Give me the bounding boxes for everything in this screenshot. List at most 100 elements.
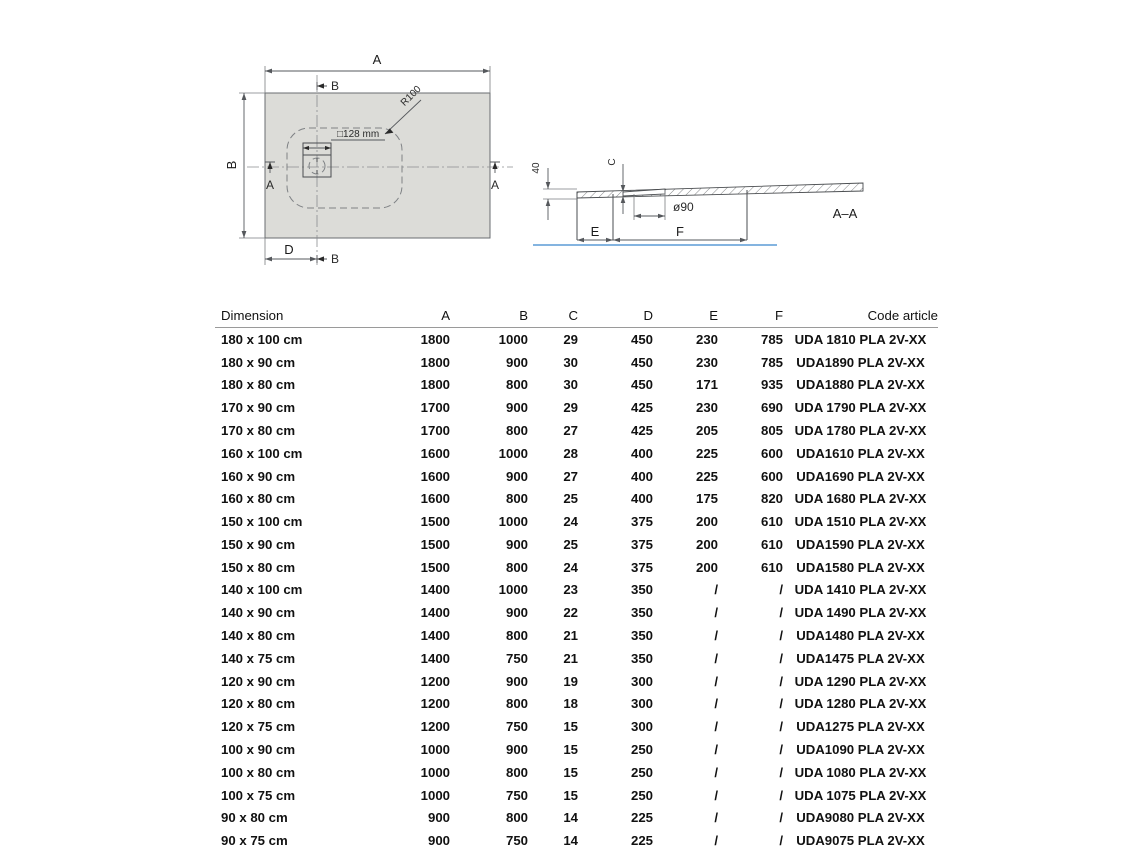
cell-f: / xyxy=(779,628,783,644)
cell-f: 600 xyxy=(760,445,783,461)
cell-e: / xyxy=(714,764,718,780)
cell-c: 29 xyxy=(563,331,578,347)
cell-code: UDA 1680 PLA 2V-XX xyxy=(794,491,927,507)
cell-e: / xyxy=(714,810,718,826)
section-label-c: C xyxy=(607,158,618,165)
cell-code: UDA1690 PLA 2V-XX xyxy=(796,468,925,484)
plan-section-label-a-left: A xyxy=(266,178,274,192)
arrow-a-left xyxy=(265,68,272,74)
table-row: 100 x 75 cm 1000 750 15 250 / / UDA 1075 PLA 2V… xyxy=(215,784,938,807)
cell-f: / xyxy=(779,673,783,689)
table-row: 150 x 90 cm 1500 900 25 375 200 610 UDA1590 PLA… xyxy=(215,533,938,556)
cell-f: 610 xyxy=(760,514,783,530)
table-row: 90 x 75 cm 900 750 14 225 / / UDA9075 PLA 2V-XX xyxy=(215,829,938,852)
cell-e: 200 xyxy=(695,514,718,530)
arrow-b-bottom xyxy=(241,231,247,238)
cell-f: / xyxy=(779,787,783,803)
cell-a: 1200 xyxy=(420,696,450,712)
cell-a: 1600 xyxy=(420,445,450,461)
cell-b: 900 xyxy=(505,741,528,757)
cell-f: 820 xyxy=(760,491,783,507)
cell-c: 25 xyxy=(563,491,578,507)
cell-a: 1500 xyxy=(420,559,450,575)
cell-b: 800 xyxy=(505,423,528,439)
cell-d: 375 xyxy=(630,514,653,530)
cell-c: 27 xyxy=(563,423,578,439)
technical-drawing-area: A B A A B xyxy=(0,0,1145,300)
table-row: 120 x 90 cm 1200 900 19 300 / / UDA 1290 PLA 2V… xyxy=(215,670,938,693)
arrow-a-right xyxy=(483,68,490,74)
cell-d: 300 xyxy=(630,673,653,689)
cell-dimension: 100 x 90 cm xyxy=(221,741,296,757)
cell-b: 900 xyxy=(505,354,528,370)
cell-a: 1700 xyxy=(420,400,450,416)
cell-c: 15 xyxy=(563,764,578,780)
table-row: 170 x 90 cm 1700 900 29 425 230 690 UDA 1790 PL… xyxy=(215,396,938,419)
plan-label-b: B xyxy=(225,161,239,170)
cell-c: 28 xyxy=(563,445,578,461)
table-header-row: Dimension A B C D E F Code article xyxy=(215,306,938,328)
cell-code: UDA1580 PLA 2V-XX xyxy=(796,559,925,575)
cell-b: 900 xyxy=(505,400,528,416)
cell-b: 800 xyxy=(505,764,528,780)
table-row: 150 x 100 cm 1500 1000 24 375 200 610 UDA 1510 … xyxy=(215,510,938,533)
cell-e: / xyxy=(714,696,718,712)
cell-b: 1000 xyxy=(498,514,528,530)
arrow-e-right xyxy=(606,237,613,243)
cell-a: 1800 xyxy=(420,331,450,347)
cell-c: 30 xyxy=(563,354,578,370)
table-body: 180 x 100 cm 1800 1000 29 450 230 785 UDA 1810 … xyxy=(215,328,938,852)
cell-d: 400 xyxy=(630,491,653,507)
cell-a: 900 xyxy=(427,810,450,826)
plan-label-d: D xyxy=(284,242,293,257)
cell-code: UDA9080 PLA 2V-XX xyxy=(796,810,925,826)
cell-b: 750 xyxy=(505,833,528,849)
radius-leader-line xyxy=(384,99,422,135)
cell-a: 1000 xyxy=(420,787,450,803)
cell-f: / xyxy=(779,810,783,826)
cell-code: UDA9075 PLA 2V-XX xyxy=(796,833,925,849)
cell-code: UDA1480 PLA 2V-XX xyxy=(796,628,925,644)
cell-dimension: 180 x 80 cm xyxy=(221,377,296,393)
cell-dimension: 90 x 75 cm xyxy=(221,833,288,849)
table-row: 180 x 80 cm 1800 800 30 450 171 935 UDA1880 PLA… xyxy=(215,374,938,397)
arrow-d-right xyxy=(310,256,317,262)
cell-b: 900 xyxy=(505,605,528,621)
cell-b: 800 xyxy=(505,491,528,507)
cell-a: 1400 xyxy=(420,628,450,644)
table-row: 180 x 100 cm 1800 1000 29 450 230 785 UDA 1810 … xyxy=(215,328,938,351)
cell-dimension: 120 x 75 cm xyxy=(221,719,296,735)
table-row: 140 x 80 cm 1400 800 21 350 / / UDA1480 PLA 2V-… xyxy=(215,624,938,647)
cell-f: / xyxy=(779,696,783,712)
section-label-e: E xyxy=(591,224,600,239)
cell-d: 250 xyxy=(630,787,653,803)
arrow-drain-right xyxy=(325,145,331,151)
cell-e: 225 xyxy=(695,445,718,461)
cell-c: 15 xyxy=(563,719,578,735)
cell-e: 200 xyxy=(695,559,718,575)
cell-a: 900 xyxy=(427,833,450,849)
cell-dimension: 100 x 75 cm xyxy=(221,787,296,803)
cell-f: 785 xyxy=(760,354,783,370)
table-row: 160 x 90 cm 1600 900 27 400 225 600 UDA1690 PLA… xyxy=(215,465,938,488)
cell-e: / xyxy=(714,650,718,666)
cell-code: UDA1475 PLA 2V-XX xyxy=(796,650,925,666)
cell-dimension: 180 x 90 cm xyxy=(221,354,296,370)
table-row: 100 x 80 cm 1000 800 15 250 / / UDA 1080 PLA 2V… xyxy=(215,761,938,784)
table-row: 100 x 90 cm 1000 900 15 250 / / UDA1090 PLA 2V-… xyxy=(215,738,938,761)
cell-b: 800 xyxy=(505,810,528,826)
cell-e: / xyxy=(714,605,718,621)
cell-f: / xyxy=(779,582,783,598)
cell-f: / xyxy=(779,741,783,757)
cell-d: 450 xyxy=(630,331,653,347)
cell-c: 15 xyxy=(563,787,578,803)
arrow-b-top xyxy=(241,93,247,100)
cell-c: 21 xyxy=(563,650,578,666)
cell-f: / xyxy=(779,833,783,849)
cell-f: / xyxy=(779,605,783,621)
cell-code: UDA1590 PLA 2V-XX xyxy=(796,536,925,552)
cell-e: 230 xyxy=(695,354,718,370)
column-header-dimension: Dimension xyxy=(215,306,365,328)
table-header: Dimension A B C D E F Code article xyxy=(215,306,938,328)
cell-a: 1500 xyxy=(420,536,450,552)
